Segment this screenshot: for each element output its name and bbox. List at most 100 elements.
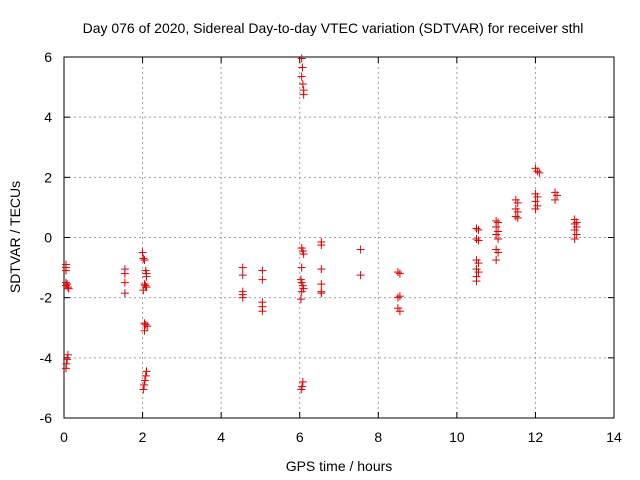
data-point [356, 271, 365, 280]
data-point [64, 284, 73, 293]
x-axis-label: GPS time / hours [286, 458, 393, 474]
data-point [511, 212, 520, 221]
data-point [533, 192, 542, 201]
data-point [120, 289, 129, 298]
data-point [531, 204, 540, 213]
data-point [472, 277, 481, 286]
data-point [297, 385, 306, 394]
x-tick-label: 12 [528, 429, 544, 445]
grid [64, 57, 614, 418]
data-point [551, 195, 560, 204]
data-point [138, 248, 147, 257]
data-point [63, 355, 72, 364]
data-point [140, 376, 149, 385]
data-point [317, 289, 326, 298]
data-point [120, 278, 129, 287]
data-point [140, 326, 149, 335]
data-point [393, 293, 402, 302]
data-point [317, 280, 326, 289]
data-point [472, 224, 481, 233]
data-point [395, 269, 404, 278]
y-tick-label: -6 [40, 410, 53, 426]
data-point [299, 250, 308, 259]
data-point [141, 320, 150, 329]
x-tick-label: 10 [449, 429, 465, 445]
data-point [258, 275, 267, 284]
x-tick-label: 4 [217, 429, 225, 445]
data-point [63, 283, 72, 292]
data-point [296, 295, 305, 304]
data-point [317, 241, 326, 250]
data-point [258, 266, 267, 275]
y-tick-label: 6 [44, 49, 52, 65]
data-point [531, 197, 540, 206]
data-point [494, 248, 503, 257]
data-point [120, 269, 129, 278]
data-point [570, 225, 579, 234]
data-point [533, 167, 542, 176]
data-point [298, 80, 307, 89]
data-point [297, 54, 306, 63]
chart-title: Day 076 of 2020, Sidereal Day-to-day VTE… [83, 20, 584, 36]
data-point [142, 367, 151, 376]
data-point [299, 90, 308, 99]
data-point [393, 268, 402, 277]
data-point [317, 265, 326, 274]
data-point [298, 63, 307, 72]
data-point [395, 307, 404, 316]
data-point [238, 263, 247, 272]
data-point [139, 254, 148, 263]
x-tick-label: 6 [296, 429, 304, 445]
data-point [492, 256, 501, 265]
data-point [142, 272, 151, 281]
data-point [141, 281, 150, 290]
data-points [61, 54, 581, 394]
data-point [474, 268, 483, 277]
data-point [513, 198, 522, 207]
data-point [61, 364, 70, 373]
data-point [472, 235, 481, 244]
data-point [474, 236, 483, 245]
x-tick-label: 14 [606, 429, 622, 445]
data-point [297, 263, 306, 272]
data-point [297, 287, 306, 296]
y-axis-label: SDTVAR / TECUs [7, 181, 23, 293]
data-point [61, 263, 70, 272]
data-point [553, 191, 562, 200]
data-point [513, 213, 522, 222]
x-tick-label: 8 [374, 429, 382, 445]
y-tick-label: 4 [44, 109, 52, 125]
data-point [63, 350, 72, 359]
x-tick-label: 0 [60, 429, 68, 445]
data-point [494, 218, 503, 227]
data-point [474, 259, 483, 268]
y-tick-label: -2 [40, 290, 53, 306]
data-point [535, 168, 544, 177]
plot-frame [63, 56, 615, 419]
axis-ticks: 0 2 4 6 8 10 12 14 -6 -4 -2 0 2 4 6 [40, 49, 622, 445]
y-tick-label: 2 [44, 169, 52, 185]
data-point [297, 72, 306, 81]
data-point [570, 235, 579, 244]
x-tick-label: 2 [139, 429, 147, 445]
data-point [395, 292, 404, 301]
data-point [140, 380, 149, 389]
data-point [356, 245, 365, 254]
data-point [141, 371, 150, 380]
data-point [143, 322, 152, 331]
data-point [492, 230, 501, 239]
data-point [492, 222, 501, 231]
data-point [298, 377, 307, 386]
data-point [238, 271, 247, 280]
data-point [238, 293, 247, 302]
data-point [139, 286, 148, 295]
data-point [140, 256, 149, 265]
data-point [258, 307, 267, 316]
y-tick-label: -4 [40, 350, 53, 366]
data-point [139, 385, 148, 394]
data-point [572, 230, 581, 239]
data-point [474, 225, 483, 234]
y-tick-label: 0 [44, 230, 52, 246]
data-point [494, 235, 503, 244]
